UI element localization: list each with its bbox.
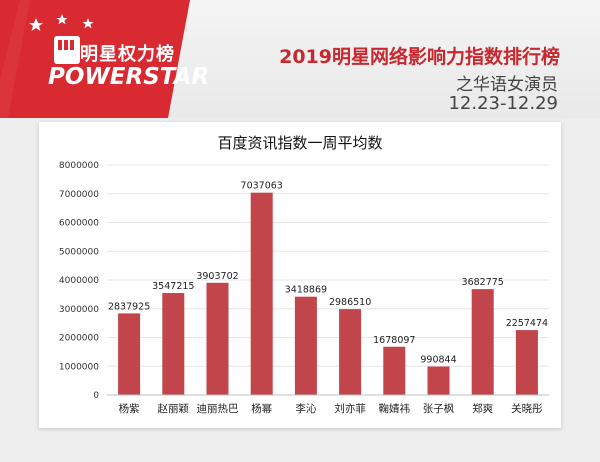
y-tick-label: 0	[93, 391, 99, 401]
header-decoration	[0, 0, 190, 118]
category-label: 张子枫	[423, 402, 455, 415]
date-range: 12.23-12.29	[448, 93, 558, 114]
category-label: 杨紫	[119, 402, 140, 415]
category-label: 迪丽热巴	[197, 402, 239, 415]
bar	[250, 192, 273, 395]
bar	[339, 309, 362, 395]
bar	[294, 296, 317, 395]
category-label: 刘亦菲	[334, 402, 366, 415]
logo-english: POWERSTAR	[48, 64, 210, 90]
category-label: 李沁	[295, 402, 316, 415]
data-label: 1678097	[373, 335, 415, 346]
y-tick-label: 4000000	[59, 276, 99, 286]
bar	[427, 366, 450, 395]
chart-panel: 百度资讯指数一周平均数 0 1000000 2000000 3000000 400000…	[39, 122, 561, 428]
category-label: 杨幂	[251, 402, 272, 415]
bar	[515, 330, 538, 395]
page-title: 2019明星网络影响力指数排行榜	[279, 46, 560, 68]
data-label: 7037063	[241, 181, 283, 192]
data-label: 3418869	[285, 285, 327, 296]
y-tick-label: 6000000	[59, 219, 99, 229]
category-labels: 杨紫 赵丽颖 迪丽热巴 杨幂 李沁 刘亦菲 鞠婧祎 张子枫 郑爽 关晓彤	[119, 402, 544, 415]
category-label: 鞠婧祎	[379, 402, 411, 415]
y-tick-label: 1000000	[59, 362, 99, 372]
data-label: 3682775	[462, 277, 504, 288]
y-axis-ticks: 0 1000000 2000000 3000000 4000000 5000000 6000…	[59, 161, 99, 401]
y-tick-label: 8000000	[59, 161, 99, 171]
y-tick-label: 3000000	[59, 305, 99, 315]
data-label: 3903702	[196, 271, 238, 282]
star-icon	[82, 18, 94, 29]
category-label: 郑爽	[472, 402, 493, 415]
bar	[118, 313, 141, 395]
data-label: 2257474	[506, 318, 548, 329]
bar-chart: 百度资讯指数一周平均数 0 1000000 2000000 3000000 400000…	[59, 134, 549, 415]
chart-title: 百度资讯指数一周平均数	[217, 134, 382, 152]
star-icon	[29, 18, 43, 31]
data-label: 3547215	[152, 281, 194, 292]
category-label: 关晓彤	[511, 402, 543, 415]
bar	[383, 346, 406, 395]
data-label: 990844	[420, 355, 456, 366]
bar	[206, 282, 229, 395]
data-label: 2986510	[329, 297, 371, 308]
logo-stripe	[0, 0, 30, 118]
bar	[471, 289, 494, 395]
y-tick-label: 5000000	[59, 247, 99, 257]
logo-chinese: 明星权力榜	[80, 44, 175, 65]
header-band: 明星权力榜 POWERSTAR 2019明星网络影响力指数排行榜 之华语女演员 …	[0, 0, 600, 118]
star-icon	[56, 14, 68, 25]
y-tick-label: 7000000	[59, 190, 99, 200]
bars	[118, 192, 538, 395]
logo-red-shape	[0, 0, 190, 118]
category-label: 赵丽颖	[158, 402, 190, 415]
page-subtitle: 之华语女演员	[456, 75, 558, 95]
data-label: 2837925	[108, 301, 150, 312]
bar	[162, 293, 185, 395]
y-tick-label: 2000000	[59, 334, 99, 344]
star-icons	[29, 14, 94, 31]
fist-icon	[54, 36, 80, 64]
